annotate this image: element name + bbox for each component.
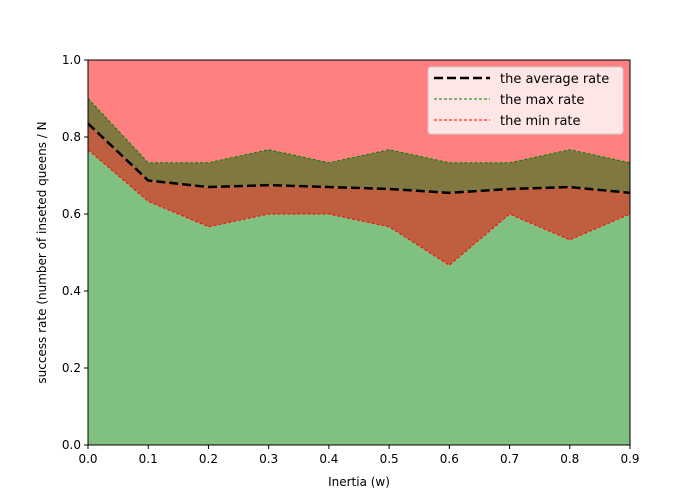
y-axis-label: success rate (number of inseted queens /… <box>35 121 49 383</box>
x-tick-label: 0.6 <box>440 452 459 466</box>
y-tick-label: 1.0 <box>62 53 81 67</box>
legend-label-max: the max rate <box>500 93 584 108</box>
y-tick-label: 0.8 <box>62 130 81 144</box>
x-tick-label: 0.7 <box>500 452 519 466</box>
x-tick-label: 0.5 <box>380 452 399 466</box>
plot-frame <box>87 59 631 446</box>
x-tick-label: 0.8 <box>560 452 579 466</box>
series-line-max <box>87 98 631 164</box>
series-lines <box>87 98 631 266</box>
x-tick-label: 0.0 <box>78 452 97 466</box>
x-tick-label: 0.4 <box>319 452 338 466</box>
series-line-average <box>87 122 631 195</box>
x-tick-label: 0.9 <box>620 452 639 466</box>
series-line-min <box>87 149 631 266</box>
fill-avg-to-max <box>88 98 630 193</box>
legend: the average rate the max rate the min ra… <box>427 66 624 135</box>
fill-min-to-avg <box>88 123 630 266</box>
legend-label-average: the average rate <box>500 72 609 87</box>
x-axis-ticks: 0.0 0.1 0.2 0.3 0.4 0.5 0.6 0.7 0.8 0.9 <box>78 445 640 466</box>
x-tick-label: 0.2 <box>199 452 218 466</box>
y-tick-label: 0.4 <box>62 284 81 298</box>
y-tick-label: 0.0 <box>62 438 81 452</box>
y-tick-label: 0.6 <box>62 207 81 221</box>
legend-label-min: the min rate <box>500 114 581 129</box>
x-tick-label: 0.3 <box>259 452 278 466</box>
legend-box <box>427 66 624 135</box>
y-tick-label: 0.2 <box>62 361 81 375</box>
fill-below-min <box>88 149 630 445</box>
x-tick-label: 0.1 <box>139 452 158 466</box>
y-axis-ticks: 0.0 0.2 0.4 0.6 0.8 1.0 <box>62 53 88 452</box>
x-axis-label: Inertia (w) <box>328 475 390 489</box>
